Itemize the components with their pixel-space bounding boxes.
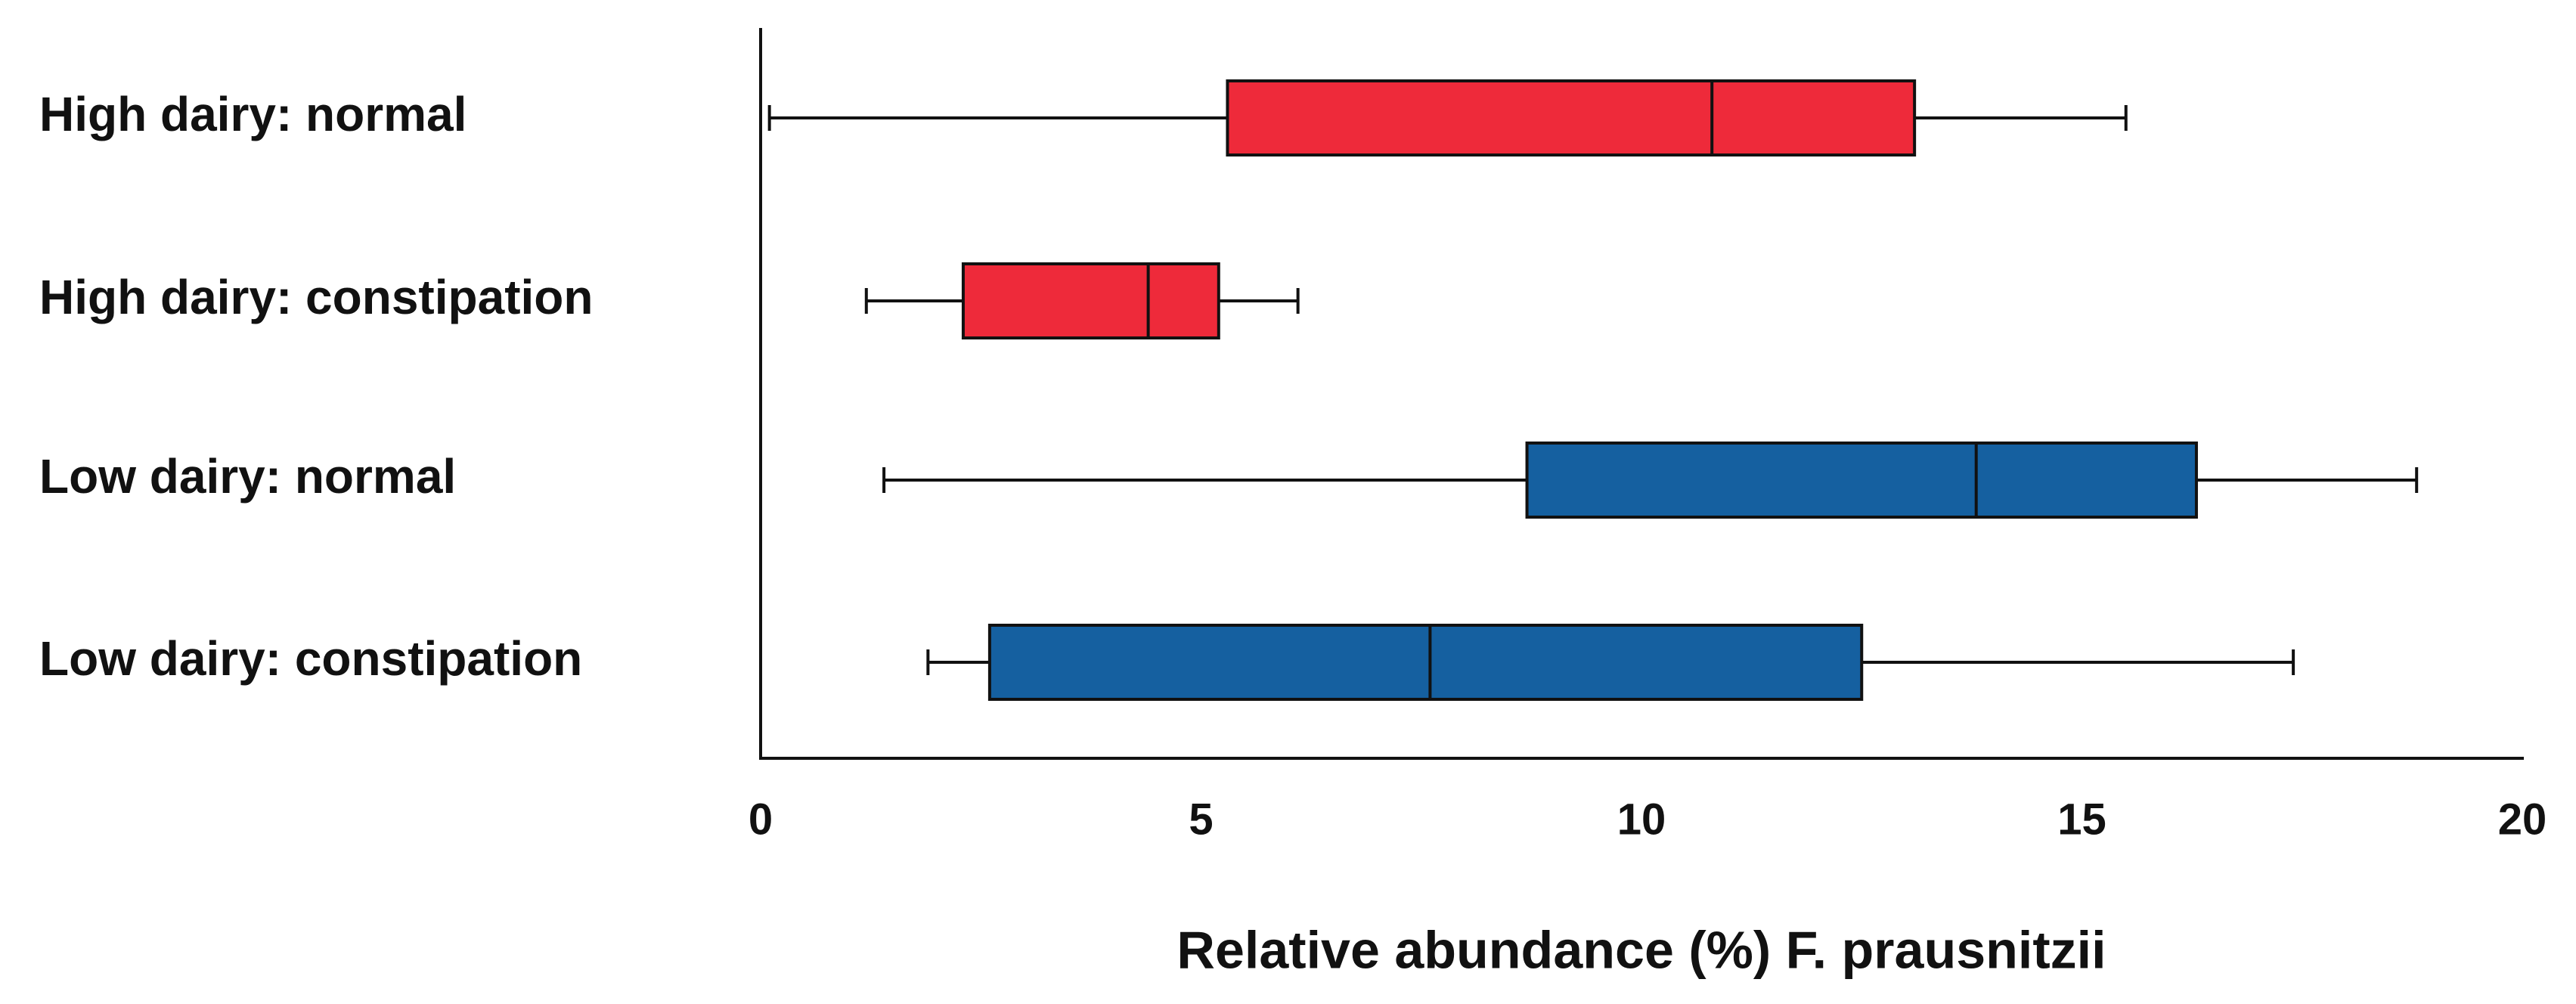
category-label: High dairy: constipation xyxy=(39,270,593,324)
box xyxy=(1525,442,2198,519)
x-tick-label: 0 xyxy=(749,795,773,844)
x-tick-label: 15 xyxy=(2057,795,2106,844)
box xyxy=(1226,79,1917,156)
x-tick-label: 20 xyxy=(2498,795,2547,844)
x-tick-label: 5 xyxy=(1189,795,1213,844)
category-label: Low dairy: normal xyxy=(39,449,456,504)
x-axis-title: Relative abundance (%) F. prausnitzii xyxy=(1176,920,2106,979)
category-label: High dairy: normal xyxy=(39,87,467,141)
x-tick-label: 10 xyxy=(1617,795,1666,844)
box xyxy=(987,624,1864,701)
category-label: Low dairy: constipation xyxy=(39,631,582,686)
box xyxy=(961,262,1220,339)
